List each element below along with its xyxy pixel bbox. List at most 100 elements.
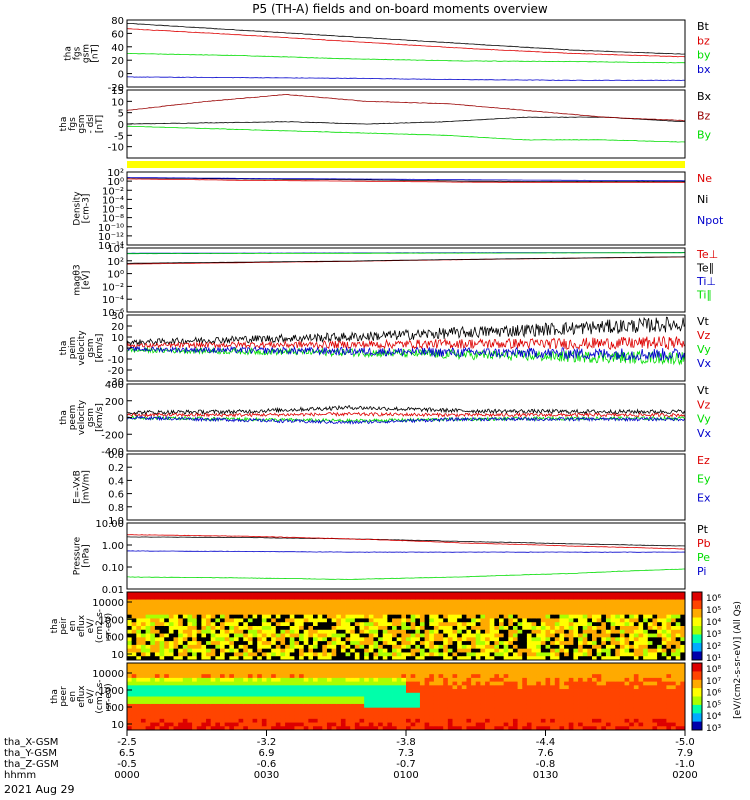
heatmap-cell [661,722,667,727]
heatmap-cell [322,603,328,608]
y-tick-label: 20 [111,56,124,67]
heatmap-cell [452,718,458,723]
heatmap-cell [536,696,542,701]
heatmap-cell [419,670,425,675]
colorbar-label: [eV/(cm2-s-sr-eV)] (All Qs) [733,601,743,719]
heatmap-cell [550,610,556,616]
heatmap-cell [303,656,309,661]
heatmap-cell [336,726,342,731]
heatmap-cell [354,703,360,709]
heatmap-cell [173,718,179,723]
heatmap-cell [503,689,509,694]
heatmap-cell [615,670,621,675]
heatmap-cell [350,641,356,646]
heatmap-cell [336,670,342,675]
heatmap-cell [294,614,300,619]
heatmap-cell [238,633,244,638]
heatmap-cell [568,599,574,604]
heatmap-cell [578,626,584,631]
heatmap-cell [540,614,546,619]
heatmap-cell [294,644,300,650]
heatmap-cell [206,674,212,679]
heatmap-cell [224,610,230,616]
heatmap-cell [406,610,412,616]
heatmap-cell [289,666,295,671]
heatmap-cell [508,652,514,657]
y-axis-label: tha [50,619,60,634]
heatmap-cell [661,663,667,668]
heatmap-cell [433,681,439,686]
heatmap-cell [675,607,681,612]
heatmap-cell [499,685,505,690]
heatmap-cell [136,614,142,619]
heatmap-cell [564,711,570,716]
heatmap-cell [140,607,146,612]
heatmap-cell [229,711,235,716]
heatmap-cell [536,607,542,612]
heatmap-cell [494,626,500,631]
x-tick-label: 7.3 [398,748,414,759]
heatmap-cell [517,692,523,697]
heatmap-cell [401,633,407,638]
heatmap-cell [429,610,435,616]
heatmap-cell [313,629,319,634]
heatmap-cell [373,592,379,597]
heatmap-cell [619,718,625,723]
heatmap-cell [568,648,574,653]
heatmap-cell [406,656,412,661]
heatmap-cell [294,629,300,634]
heatmap-cell [559,614,565,619]
heatmap-cell [387,711,393,716]
heatmap-cell [415,637,421,642]
heatmap-cell [303,592,309,597]
heatmap-cell [531,629,537,634]
heatmap-cell [294,718,300,723]
heatmap-cell [154,637,160,642]
heatmap-cell [396,644,402,650]
heatmap-cell [661,607,667,612]
heatmap-cell [526,674,532,679]
heatmap-cell [415,595,421,600]
legend-label: Pt [697,523,709,536]
heatmap-cell [401,637,407,642]
heatmap-cell [136,637,142,642]
heatmap-cell [280,677,286,683]
heatmap-cell [443,648,449,653]
heatmap-cell [238,726,244,731]
heatmap-cell [187,703,193,709]
heatmap-cell [550,614,556,619]
heatmap-cell [578,703,584,709]
heatmap-cell [596,641,602,646]
heatmap-cell [624,626,630,631]
heatmap-cell [364,715,370,720]
heatmap-cell [550,648,556,653]
heatmap-cell [271,703,277,709]
heatmap-cell [150,707,156,712]
heatmap-cell [187,666,193,671]
heatmap-cell [280,663,286,668]
heatmap-cell [666,696,672,701]
heatmap-cell [582,592,588,597]
heatmap-cell [257,685,263,690]
heatmap-cell [582,603,588,608]
heatmap-cell [680,633,686,638]
heatmap-cell [257,599,263,604]
heatmap-cell [619,696,625,701]
heatmap-cell [447,614,453,619]
heatmap-cell [424,666,430,671]
heatmap-cell [652,599,658,604]
heatmap-cell [406,599,412,604]
heatmap-cell [582,681,588,686]
heatmap-cell [196,715,202,720]
heatmap-cell [275,700,281,705]
heatmap-cell [610,610,616,616]
heatmap-cell [485,618,491,623]
heatmap-cell [382,644,388,650]
heatmap-cell [671,700,677,705]
heatmap-cell [582,648,588,653]
heatmap-cell [382,599,388,604]
heatmap-cell [433,622,439,627]
heatmap-cell [164,663,170,668]
heatmap-cell [206,722,212,727]
heatmap-cell [605,715,611,720]
